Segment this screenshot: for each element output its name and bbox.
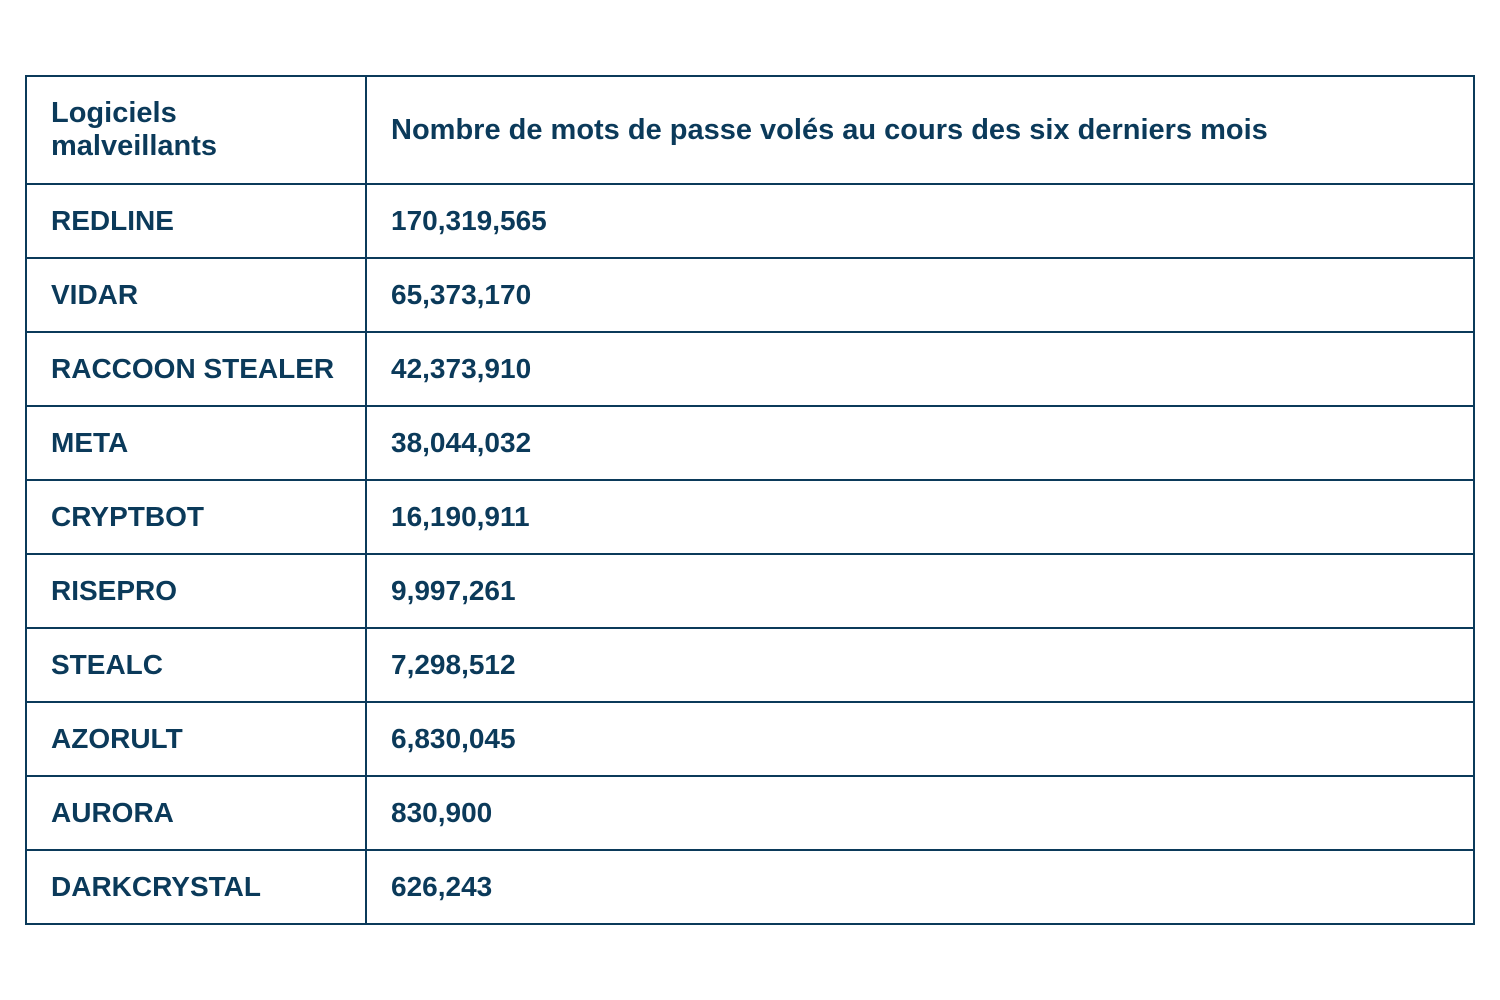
table-row: REDLINE 170,319,565 (26, 184, 1474, 258)
cell-malware: REDLINE (26, 184, 366, 258)
table-row: META 38,044,032 (26, 406, 1474, 480)
table-row: DARKCRYSTAL 626,243 (26, 850, 1474, 924)
table-header-row: Logiciels malveillants Nombre de mots de… (26, 76, 1474, 184)
cell-count: 42,373,910 (366, 332, 1474, 406)
malware-table: Logiciels malveillants Nombre de mots de… (25, 75, 1475, 925)
cell-malware: AZORULT (26, 702, 366, 776)
cell-count: 38,044,032 (366, 406, 1474, 480)
table-header-malware: Logiciels malveillants (26, 76, 366, 184)
cell-count: 7,298,512 (366, 628, 1474, 702)
cell-count: 16,190,911 (366, 480, 1474, 554)
table-row: RACCOON STEALER 42,373,910 (26, 332, 1474, 406)
table-row: RISEPRO 9,997,261 (26, 554, 1474, 628)
table-row: CRYPTBOT 16,190,911 (26, 480, 1474, 554)
table-row: VIDAR 65,373,170 (26, 258, 1474, 332)
cell-malware: STEALC (26, 628, 366, 702)
table-row: AURORA 830,900 (26, 776, 1474, 850)
cell-malware: RACCOON STEALER (26, 332, 366, 406)
table-header-count: Nombre de mots de passe volés au cours d… (366, 76, 1474, 184)
table-row: AZORULT 6,830,045 (26, 702, 1474, 776)
cell-count: 830,900 (366, 776, 1474, 850)
cell-malware: VIDAR (26, 258, 366, 332)
cell-malware: CRYPTBOT (26, 480, 366, 554)
cell-count: 170,319,565 (366, 184, 1474, 258)
cell-count: 65,373,170 (366, 258, 1474, 332)
cell-count: 9,997,261 (366, 554, 1474, 628)
table-row: STEALC 7,298,512 (26, 628, 1474, 702)
cell-malware: META (26, 406, 366, 480)
cell-malware: RISEPRO (26, 554, 366, 628)
cell-count: 6,830,045 (366, 702, 1474, 776)
cell-malware: AURORA (26, 776, 366, 850)
cell-malware: DARKCRYSTAL (26, 850, 366, 924)
cell-count: 626,243 (366, 850, 1474, 924)
